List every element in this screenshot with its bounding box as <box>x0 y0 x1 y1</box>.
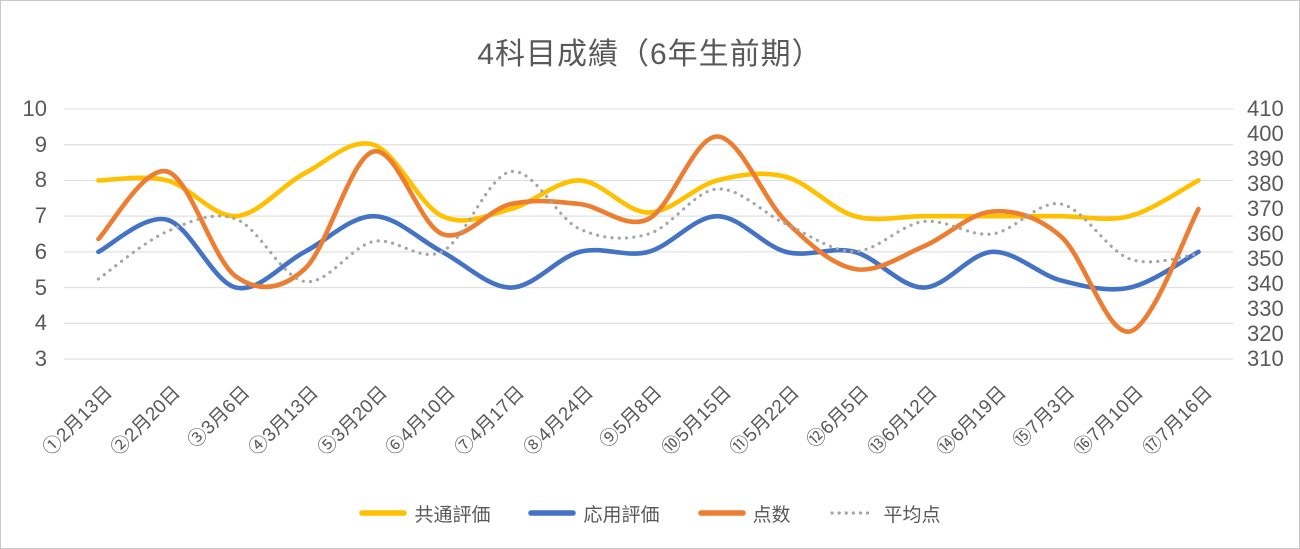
left-axis-tick-label: 6 <box>34 238 47 264</box>
right-axis-tick-label: 380 <box>1247 171 1284 196</box>
legend-label: 共通評価 <box>414 504 491 526</box>
right-axis-tick-label: 340 <box>1247 271 1284 296</box>
legend-swatch <box>359 510 408 516</box>
legend-label: 点数 <box>752 504 791 526</box>
right-axis-tick-label: 370 <box>1247 196 1284 221</box>
right-axis-tick-label: 390 <box>1247 146 1284 171</box>
chart-title: 4科目成績（6年生前期） <box>477 38 823 71</box>
right-axis-tick-label: 410 <box>1247 96 1284 121</box>
right-axis-tick-label: 350 <box>1247 246 1284 271</box>
left-axis-tick-label: 4 <box>34 310 47 336</box>
right-axis-tick-label: 310 <box>1247 346 1284 371</box>
right-axis-tick-label: 320 <box>1247 321 1284 346</box>
series-line-点数 <box>96 134 1201 334</box>
legend-item-平均点: 平均点 <box>829 500 941 527</box>
series-line-共通評価 <box>96 141 1201 223</box>
right-axis-tick-label: 360 <box>1247 221 1284 246</box>
left-axis-tick-label: 5 <box>34 274 47 300</box>
left-axis-tick-label: 9 <box>34 131 47 157</box>
right-axis-tick-label: 400 <box>1247 121 1284 146</box>
right-axis-tick-label: 330 <box>1247 296 1284 321</box>
left-axis-tick-label: 10 <box>22 96 47 121</box>
legend-item-共通評価: 共通評価 <box>359 500 490 527</box>
left-axis-tick-label: 3 <box>34 346 47 371</box>
legend-swatch <box>697 510 746 516</box>
legend-swatch <box>829 511 876 515</box>
legend-label: 応用評価 <box>583 504 660 526</box>
series-line-平均点 <box>96 169 1201 284</box>
left-axis-tick-label: 7 <box>34 203 47 229</box>
legend: 共通評価 応用評価 点数 平均点 <box>1 498 1299 528</box>
series-line-応用評価 <box>96 213 1201 292</box>
legend-item-応用評価: 応用評価 <box>528 500 660 527</box>
legend-item-点数: 点数 <box>697 500 791 527</box>
left-axis-tick-label: 8 <box>34 167 47 193</box>
legend-swatch <box>528 510 577 516</box>
legend-label: 平均点 <box>883 504 941 526</box>
